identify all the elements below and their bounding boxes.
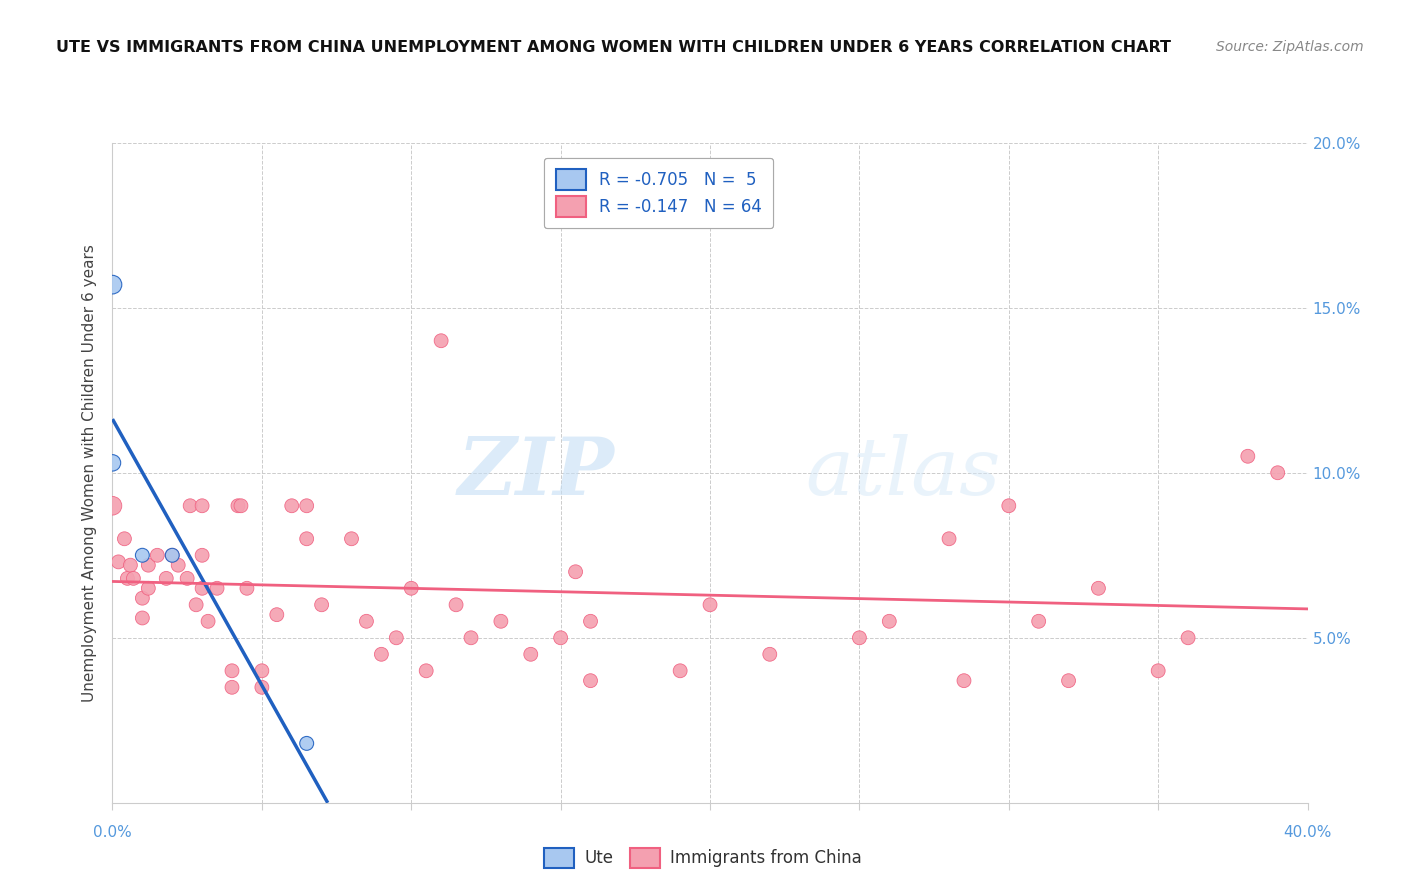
Point (131, 611, 153, 625)
Point (167, 558, 190, 573)
Point (879, 614, 901, 628)
Point (250, 680, 273, 694)
Point (340, 532, 363, 546)
Point (953, 673, 976, 688)
Point (101, 499, 124, 513)
Point (236, 582, 259, 596)
Point (564, 565, 586, 579)
Point (146, 548, 169, 563)
Text: atlas: atlas (806, 434, 1001, 511)
Point (1028, 614, 1050, 628)
Point (197, 614, 219, 628)
Point (311, 598, 333, 612)
Point (295, 532, 318, 546)
Point (998, 499, 1021, 513)
Y-axis label: Unemployment Among Women with Children Under 6 years: Unemployment Among Women with Children U… (82, 244, 97, 702)
Point (550, 631, 572, 645)
Point (229, 499, 252, 513)
Legend: R = -0.705   N =  5, R = -0.147   N = 64: R = -0.705 N = 5, R = -0.147 N = 64 (544, 158, 773, 228)
Point (191, 499, 214, 513)
Point (162, 548, 183, 563)
Point (131, 548, 153, 563)
Point (176, 571, 198, 585)
Point (221, 680, 243, 694)
Point (444, 598, 467, 612)
Point (489, 614, 512, 628)
Point (401, 582, 423, 596)
Point (699, 598, 721, 612)
Point (759, 648, 782, 662)
Point (356, 614, 378, 628)
Point (295, 736, 318, 750)
Point (107, 555, 129, 569)
Point (186, 598, 208, 612)
Text: Source: ZipAtlas.com: Source: ZipAtlas.com (1216, 40, 1364, 54)
Point (370, 648, 392, 662)
Text: ZIP: ZIP (457, 434, 614, 511)
Point (155, 571, 177, 585)
Point (131, 591, 153, 606)
Point (138, 558, 160, 573)
Point (191, 582, 214, 596)
Text: 0.0%: 0.0% (93, 825, 132, 840)
Point (191, 548, 214, 563)
Point (295, 499, 318, 513)
Point (460, 631, 482, 645)
Point (1177, 631, 1199, 645)
Point (221, 664, 243, 678)
Point (938, 532, 960, 546)
Point (281, 499, 304, 513)
Point (266, 607, 288, 622)
Point (117, 571, 139, 585)
Point (1147, 664, 1170, 678)
Point (162, 548, 183, 563)
Text: 40.0%: 40.0% (1284, 825, 1331, 840)
Point (1087, 582, 1109, 596)
Point (415, 664, 437, 678)
Point (250, 664, 273, 678)
Point (101, 456, 124, 470)
Text: UTE VS IMMIGRANTS FROM CHINA UNEMPLOYMENT AMONG WOMEN WITH CHILDREN UNDER 6 YEAR: UTE VS IMMIGRANTS FROM CHINA UNEMPLOYMEN… (56, 40, 1171, 55)
Point (114, 532, 135, 546)
Legend: Ute, Immigrants from China: Ute, Immigrants from China (537, 841, 869, 875)
Point (1267, 466, 1289, 480)
Point (1237, 450, 1260, 464)
Point (205, 582, 228, 596)
Point (138, 582, 160, 596)
Point (385, 631, 408, 645)
Point (1057, 673, 1080, 688)
Point (226, 499, 249, 513)
Point (579, 614, 602, 628)
Point (101, 277, 124, 292)
Point (669, 664, 692, 678)
Point (520, 648, 543, 662)
Point (179, 499, 201, 513)
Point (430, 334, 453, 348)
Point (122, 571, 145, 585)
Point (120, 558, 142, 573)
Point (579, 673, 602, 688)
Point (848, 631, 870, 645)
